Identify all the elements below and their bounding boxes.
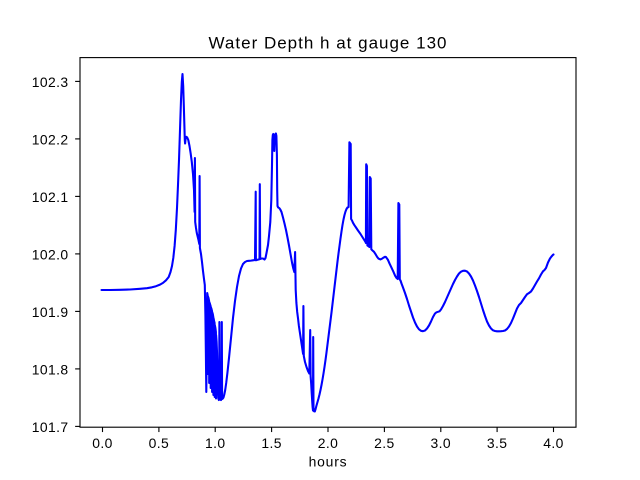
- svg-text:102.0: 102.0: [32, 246, 69, 262]
- svg-text:101.7: 101.7: [32, 419, 69, 435]
- svg-text:hours: hours: [309, 453, 348, 469]
- svg-text:1.5: 1.5: [261, 435, 282, 451]
- svg-text:2.0: 2.0: [318, 435, 339, 451]
- svg-text:3.0: 3.0: [431, 435, 452, 451]
- svg-text:1.0: 1.0: [205, 435, 226, 451]
- svg-text:101.8: 101.8: [32, 361, 69, 377]
- svg-text:102.3: 102.3: [32, 74, 69, 90]
- svg-text:3.5: 3.5: [487, 435, 508, 451]
- svg-text:2.5: 2.5: [374, 435, 395, 451]
- svg-text:Water Depth h at gauge 130: Water Depth h at gauge 130: [209, 33, 448, 52]
- svg-text:102.2: 102.2: [32, 131, 69, 147]
- svg-text:4.0: 4.0: [543, 435, 564, 451]
- svg-text:0.0: 0.0: [92, 435, 113, 451]
- svg-text:101.9: 101.9: [32, 304, 69, 320]
- svg-text:102.1: 102.1: [32, 189, 69, 205]
- svg-text:0.5: 0.5: [149, 435, 170, 451]
